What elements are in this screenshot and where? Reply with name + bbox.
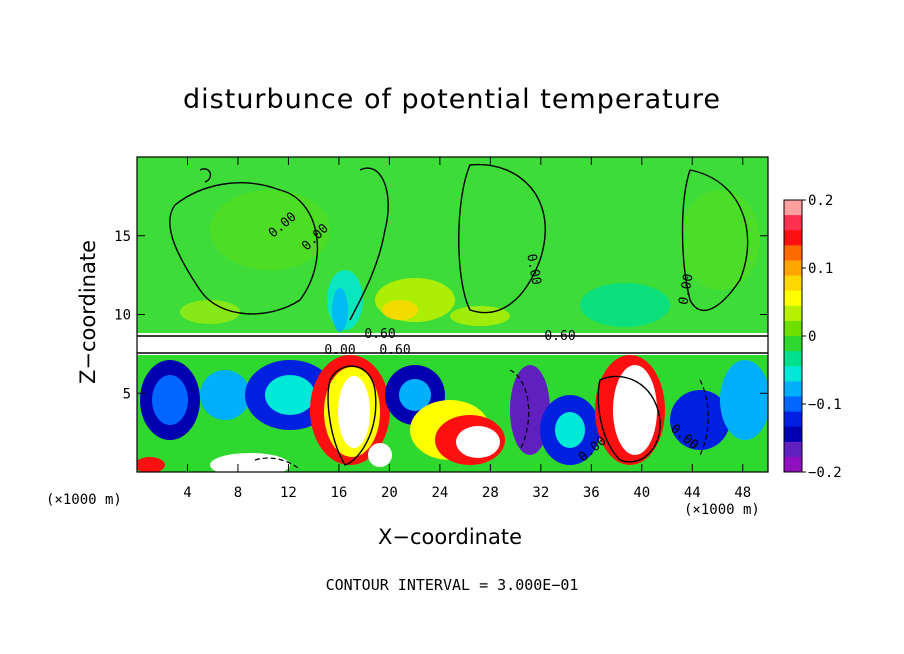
contour-label: 0.00 bbox=[676, 273, 696, 306]
x-tick-label: 20 bbox=[381, 485, 398, 501]
x-tick-label: 36 bbox=[583, 485, 600, 501]
colorbar-swatch bbox=[784, 275, 802, 292]
contour-label: 0.60 bbox=[379, 343, 410, 358]
x-unit-right: (×1000 m) bbox=[684, 502, 760, 518]
x-tick-label: 12 bbox=[280, 485, 297, 501]
yellow-anomaly-2 bbox=[382, 300, 418, 320]
colorbar-tick-label: 0.2 bbox=[808, 193, 833, 209]
x-tick-label: 40 bbox=[633, 485, 650, 501]
colorbar-swatch bbox=[784, 396, 802, 413]
x-tick-label: 44 bbox=[684, 485, 701, 501]
contour-interval-note: CONTOUR INTERVAL = 3.000E−01 bbox=[325, 576, 579, 594]
dashed-contours bbox=[254, 369, 709, 471]
lower-eddies bbox=[137, 355, 768, 472]
x-tick-label: 32 bbox=[532, 485, 549, 501]
colorbar-swatch bbox=[784, 245, 802, 261]
colorbar-tick-label: 0 bbox=[808, 329, 816, 345]
colorbar-tick-label: −0.1 bbox=[808, 397, 842, 413]
x-tick-label: 24 bbox=[431, 485, 448, 501]
x-unit-left: (×1000 m) bbox=[46, 492, 122, 508]
colorbar: 0.2 0.1 0 −0.1 −0.2 bbox=[783, 193, 842, 481]
colorbar-swatch bbox=[784, 441, 802, 458]
contour-label: 0.00 bbox=[523, 253, 543, 286]
colorbar-swatch bbox=[784, 260, 802, 277]
colorbar-swatch bbox=[784, 456, 802, 473]
x-axis-label: X−coordinate bbox=[378, 525, 522, 549]
blue-anomaly-1 bbox=[332, 288, 348, 332]
y-tick-label: 15 bbox=[114, 229, 131, 245]
contour-label: 0.00 bbox=[324, 343, 355, 358]
cyan-anomaly-2 bbox=[580, 283, 670, 327]
y-axis-label: Z−coordinate bbox=[76, 240, 100, 384]
y-axis-ticks: 5 10 15 bbox=[114, 229, 768, 402]
colorbar-swatch bbox=[784, 230, 802, 246]
colorbar-swatch bbox=[784, 320, 802, 337]
contour-lines bbox=[169, 163, 749, 466]
colorbar-tick-label: 0.1 bbox=[808, 261, 833, 277]
colorbar-swatch bbox=[784, 381, 802, 397]
colorbar-swatch bbox=[784, 426, 802, 443]
x-tick-label: 48 bbox=[734, 485, 751, 501]
colorbar-tick-label: −0.2 bbox=[808, 465, 842, 481]
inversion-contours bbox=[137, 335, 768, 354]
green-patch-2 bbox=[680, 190, 760, 290]
colorbar-swatch bbox=[784, 351, 802, 367]
colorbar-swatch bbox=[784, 200, 802, 216]
colorbar-swatch bbox=[784, 366, 802, 382]
x-tick-label: 8 bbox=[234, 485, 242, 501]
plot-field bbox=[137, 157, 768, 472]
contour-label: 0.60 bbox=[544, 329, 575, 344]
y-tick-label: 10 bbox=[114, 308, 131, 324]
x-axis-ticks: 4 8 12 16 20 24 28 32 36 40 44 48 bbox=[183, 157, 751, 501]
y-tick-label: 5 bbox=[123, 386, 131, 402]
inversion-band bbox=[137, 333, 768, 355]
x-tick-label: 4 bbox=[183, 485, 191, 501]
colorbar-swatch bbox=[784, 305, 802, 322]
green-patch-1 bbox=[210, 190, 330, 270]
colorbar-swatch bbox=[784, 215, 802, 231]
yellow-anomaly-4 bbox=[180, 300, 240, 324]
contour-label: 0.60 bbox=[364, 327, 395, 342]
colorbar-swatch bbox=[784, 336, 802, 352]
colorbar-swatch bbox=[784, 290, 802, 307]
x-tick-label: 28 bbox=[482, 485, 499, 501]
x-tick-label: 16 bbox=[330, 485, 347, 501]
chart-title: disturbunce of potential temperature bbox=[183, 84, 721, 115]
colorbar-swatch bbox=[784, 411, 802, 428]
